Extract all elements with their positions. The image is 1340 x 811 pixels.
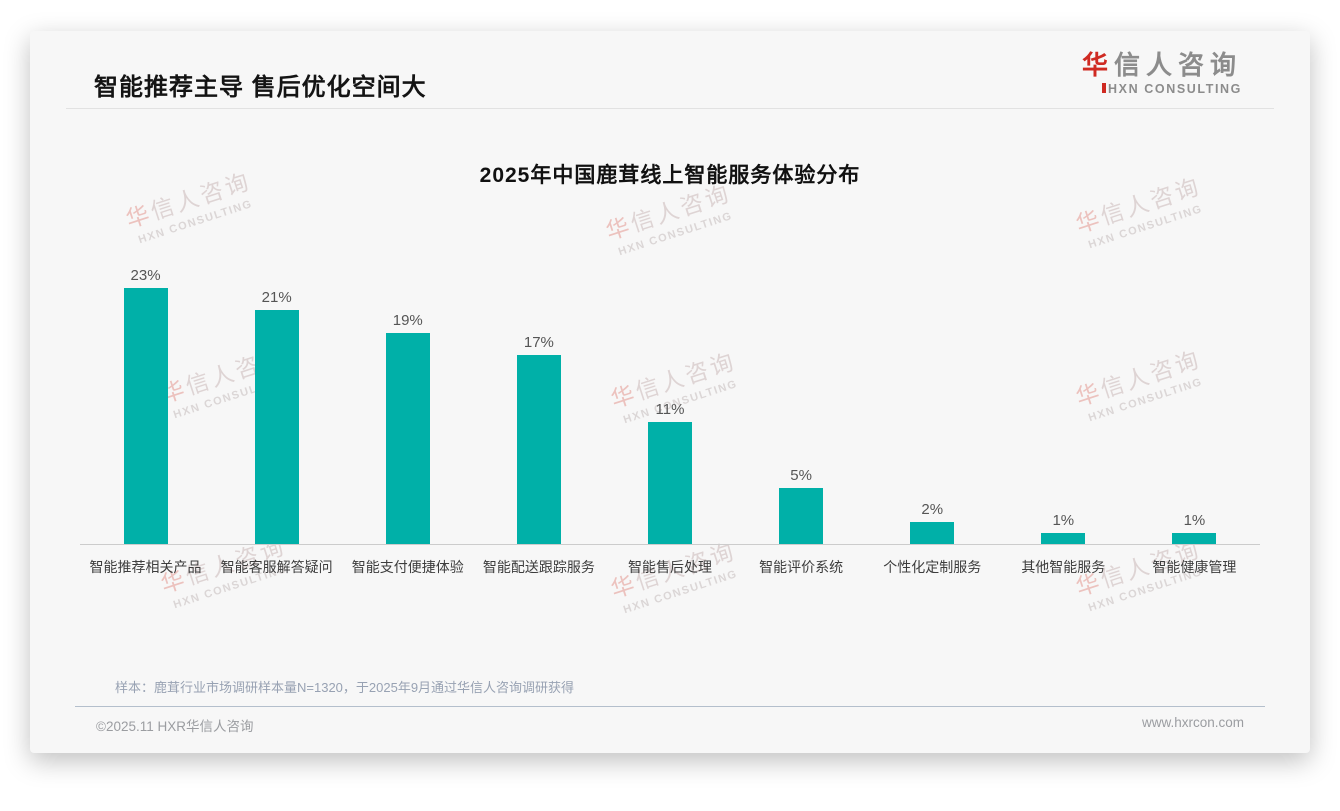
bar-value-label: 23% — [130, 267, 161, 284]
bar — [1172, 533, 1217, 544]
logo-cn-rest: 信人咨询 — [1113, 50, 1242, 80]
logo-cn-first: 华 — [1081, 50, 1114, 80]
bar-value-label: 21% — [261, 289, 292, 306]
bar-column: 2% — [867, 501, 998, 544]
footer-divider — [75, 706, 1265, 707]
footer: ©2025.11 HXR华信人咨询 www.hxrcon.com — [30, 707, 1310, 735]
page-title: 智能推荐主导 售后优化空间大 — [94, 74, 427, 101]
logo-red-mark-icon — [1102, 82, 1107, 93]
x-axis-labels: 智能推荐相关产品 智能客服解答疑问 智能支付便捷体验 智能配送跟踪服务 智能售后处理 智能… — [80, 545, 1260, 577]
bar-column: 5% — [736, 467, 867, 544]
header: 智能推荐主导 售后优化空间大 华信人咨询 HXN CONSULTING — [30, 31, 1310, 108]
report-card: 智能推荐主导 售后优化空间大 华信人咨询 HXN CONSULTING 2025… — [30, 31, 1310, 753]
category-label: 智能客服解答疑问 — [220, 559, 333, 575]
header-divider — [66, 108, 1274, 109]
bar-value-label: 17% — [523, 334, 554, 351]
bar-column: 21% — [211, 289, 342, 544]
bar — [910, 522, 955, 544]
copyright-text: ©2025.11 HXR华信人咨询 — [96, 719, 254, 734]
category-label: 智能支付便捷体验 — [351, 559, 464, 575]
logo-cn-text: 华信人咨询 — [1081, 50, 1242, 81]
bar-column: 1% — [1129, 512, 1260, 544]
bar — [516, 355, 561, 544]
category-label: 智能评价系统 — [759, 559, 844, 575]
chart-title: 2025年中国鹿茸线上智能服务体验分布 — [479, 164, 861, 187]
category-label: 智能健康管理 — [1152, 559, 1237, 575]
bar — [385, 333, 430, 544]
bar — [647, 422, 692, 544]
bar-value-label: 2% — [921, 501, 944, 518]
category-label: 智能配送跟踪服务 — [482, 559, 595, 575]
bar-value-label: 1% — [1052, 512, 1075, 529]
logo-en-text: HXN CONSULTING — [1082, 82, 1242, 96]
bar — [1041, 533, 1086, 544]
bar — [779, 488, 824, 544]
bar-chart-plot-area: 23% 21% 19% 17% 11% 5% 2% 1% 1% — [80, 245, 1260, 545]
bar-column: 23% — [80, 267, 211, 544]
bar-column: 11% — [604, 401, 735, 544]
bar-value-label: 5% — [790, 467, 812, 484]
category-label: 其他智能服务 — [1021, 559, 1106, 575]
bar-column: 19% — [342, 312, 473, 544]
bar-column: 17% — [473, 334, 604, 544]
bar-value-label: 19% — [392, 312, 423, 329]
category-label: 个性化定制服务 — [883, 559, 982, 575]
bar — [254, 310, 299, 544]
website-link[interactable]: www.hxrcon.com — [1141, 715, 1244, 730]
category-label: 智能推荐相关产品 — [89, 559, 202, 575]
company-logo: 华信人咨询 HXN CONSULTING — [1081, 50, 1242, 96]
bar-value-label: 11% — [655, 401, 685, 418]
bar — [123, 288, 168, 544]
category-label: 智能售后处理 — [627, 559, 712, 575]
bar-column: 1% — [998, 512, 1129, 544]
sample-note: 样本：鹿茸行业市场调研样本量N=1320，于2025年9月通过华信人咨询调研获得 — [115, 680, 575, 695]
bar-value-label: 1% — [1183, 512, 1206, 529]
